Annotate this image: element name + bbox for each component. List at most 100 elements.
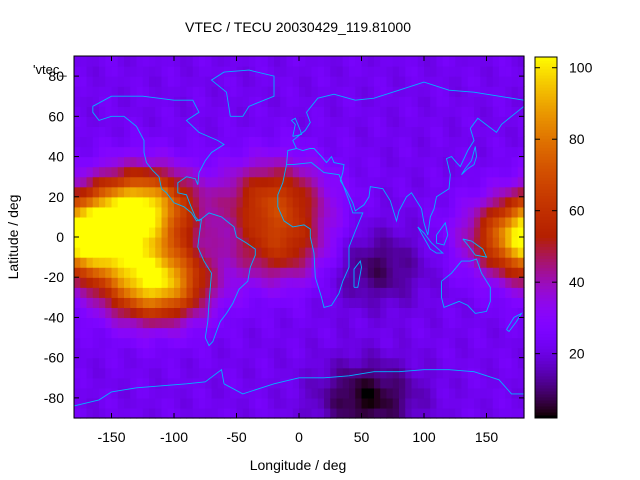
heat-cell xyxy=(274,186,281,198)
heat-cell xyxy=(405,317,413,329)
heat-cell xyxy=(299,226,306,238)
heat-cell xyxy=(436,267,444,278)
heat-cell xyxy=(105,307,113,319)
heat-cell xyxy=(211,347,219,359)
heat-cell xyxy=(374,226,381,238)
heat-cell xyxy=(305,206,313,218)
heat-cell xyxy=(317,347,325,359)
heat-cell xyxy=(417,136,425,148)
heat-cell xyxy=(167,367,175,379)
heat-cell xyxy=(292,247,300,258)
heat-cell xyxy=(480,86,488,97)
heat-cell xyxy=(105,327,113,339)
heat-cell xyxy=(286,257,294,268)
heat-cell xyxy=(261,166,269,178)
heat-cell xyxy=(136,56,144,67)
heat-cell xyxy=(80,407,88,419)
heat-cell xyxy=(336,116,344,127)
heat-cell xyxy=(430,116,438,127)
heat-cell xyxy=(236,56,244,67)
heat-cell xyxy=(380,166,388,178)
heat-cell xyxy=(255,226,263,238)
heat-cell xyxy=(386,407,394,419)
heat-cell xyxy=(186,347,194,359)
heat-cell xyxy=(286,317,294,329)
heat-cell xyxy=(299,247,306,258)
heat-cell xyxy=(80,377,88,389)
coastline-overlay xyxy=(73,69,525,407)
heat-cell xyxy=(192,247,200,258)
heat-cell xyxy=(380,106,388,117)
heat-cell xyxy=(380,126,388,138)
colorbar-step xyxy=(535,342,557,347)
heat-cell xyxy=(374,267,381,278)
heat-cell xyxy=(261,226,269,238)
colorbar-step xyxy=(535,267,557,272)
heat-cell xyxy=(130,247,138,258)
heat-cell xyxy=(411,347,419,359)
heat-cell xyxy=(380,297,388,308)
heat-cell xyxy=(461,357,469,369)
heat-cell xyxy=(386,377,394,389)
heat-cell xyxy=(205,216,213,228)
heat-cell xyxy=(242,226,250,238)
heat-cell xyxy=(411,166,419,178)
heat-cell xyxy=(149,76,156,87)
x-tick-label: 150 xyxy=(475,429,499,445)
heat-cell xyxy=(492,357,500,369)
heat-cell xyxy=(492,196,500,208)
heat-cell xyxy=(449,257,456,268)
heat-cell xyxy=(99,56,106,67)
heat-cell xyxy=(367,156,375,168)
heat-cell xyxy=(105,166,113,178)
heat-cell xyxy=(236,357,244,369)
heat-cell xyxy=(336,186,344,198)
heat-cell xyxy=(361,317,369,329)
heat-cell xyxy=(149,407,156,419)
heat-cell xyxy=(86,327,94,339)
heat-cell xyxy=(205,377,213,389)
heat-cell xyxy=(136,257,144,268)
heat-cell xyxy=(436,116,444,127)
heat-cell xyxy=(449,186,456,198)
heat-cell xyxy=(355,367,363,379)
heat-cell xyxy=(492,66,500,77)
heat-cell xyxy=(505,367,513,379)
heat-cell xyxy=(430,377,438,389)
heat-cell xyxy=(242,86,250,97)
heat-cell xyxy=(355,166,363,178)
heat-cell xyxy=(386,166,394,178)
heat-cell xyxy=(286,186,294,198)
heat-cell xyxy=(99,377,106,389)
heat-cell xyxy=(405,96,413,107)
heat-cell xyxy=(161,297,169,308)
heat-cell xyxy=(99,247,106,258)
heat-cell xyxy=(480,287,488,298)
heat-cell xyxy=(492,377,500,389)
heat-cell xyxy=(424,96,431,107)
heat-cell xyxy=(124,216,131,228)
heat-cell xyxy=(517,216,525,228)
heat-cell xyxy=(336,277,344,288)
heat-cell xyxy=(517,257,525,268)
heat-cell xyxy=(330,287,338,298)
heat-cell xyxy=(192,86,200,97)
heat-cell xyxy=(336,357,344,369)
heat-cell xyxy=(342,367,350,379)
heat-cell xyxy=(474,387,481,399)
heat-cell xyxy=(299,407,306,419)
heat-cell xyxy=(255,196,263,208)
heat-cell xyxy=(280,237,288,248)
heat-cell xyxy=(299,166,306,178)
heat-cell xyxy=(267,126,275,138)
heat-cell xyxy=(249,267,256,278)
heat-cell xyxy=(130,176,138,188)
heat-cell xyxy=(392,357,400,369)
colorbar-step xyxy=(535,318,557,323)
heat-cell xyxy=(361,267,369,278)
heat-cell xyxy=(324,136,331,148)
heat-cell xyxy=(361,76,369,87)
heat-cell xyxy=(292,367,300,379)
heat-cell xyxy=(442,66,450,77)
heat-cell xyxy=(417,176,425,188)
